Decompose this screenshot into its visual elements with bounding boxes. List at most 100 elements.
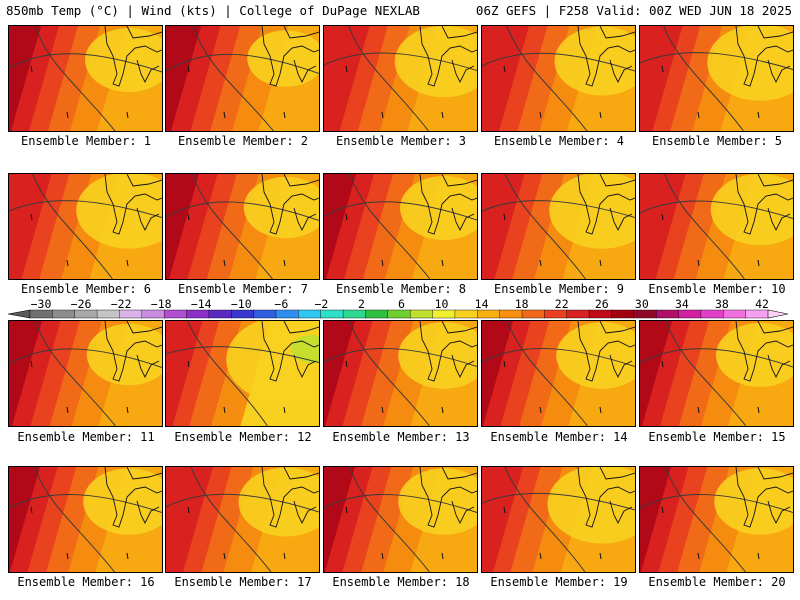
colorbar-swatch <box>678 309 702 319</box>
contour-line <box>482 52 635 72</box>
warm-band <box>640 321 672 426</box>
contour-line <box>665 321 747 426</box>
wind-barb <box>757 552 760 560</box>
contour-line <box>34 26 116 131</box>
ensemble-member-caption: Ensemble Member: 1 <box>20 134 152 148</box>
temperature-map <box>166 174 319 279</box>
great-lakes-outline <box>104 321 162 382</box>
wind-barb <box>126 552 129 560</box>
great-lakes-outline <box>735 174 793 235</box>
great-lakes-outline <box>735 321 793 382</box>
colorbar-swatch <box>544 309 568 319</box>
wind-barb <box>539 259 542 267</box>
great-lakes-outline <box>419 174 477 235</box>
wind-barb <box>66 552 69 560</box>
temperature-map <box>166 467 319 572</box>
ensemble-member-caption: Ensemble Member: 9 <box>493 282 625 296</box>
wind-barb <box>283 552 286 560</box>
wind-barb <box>223 259 226 267</box>
contour-line <box>34 467 115 572</box>
colorbar-swatch <box>141 309 165 319</box>
wind-barb <box>697 552 700 560</box>
ensemble-map-panel <box>165 173 320 280</box>
ensemble-map-panel <box>8 25 163 132</box>
great-lakes-outline <box>261 26 319 87</box>
contour-line <box>35 321 116 426</box>
wind-barb <box>283 111 286 119</box>
ensemble-map-panel <box>8 173 163 280</box>
wind-barb <box>697 259 700 267</box>
colorbar-swatch <box>611 309 635 319</box>
contour-line <box>166 493 319 513</box>
wind-barb <box>757 406 760 414</box>
contour-line <box>664 174 745 279</box>
wind-barb <box>661 65 664 73</box>
contour-line <box>506 26 588 131</box>
ensemble-map-panel <box>481 25 636 132</box>
colorbar-swatch <box>521 309 546 319</box>
great-lakes-outline <box>104 26 162 87</box>
wind-barb <box>223 406 226 414</box>
colorbar-swatch <box>320 309 344 319</box>
ensemble-map-panel <box>165 466 320 573</box>
ensemble-map-panel <box>481 320 636 427</box>
ensemble-map-panel <box>8 466 163 573</box>
contour-line <box>9 494 162 513</box>
wind-barb <box>381 111 384 119</box>
wind-barb <box>757 111 760 119</box>
ensemble-member-caption: Ensemble Member: 2 <box>177 134 309 148</box>
temperature-map <box>166 26 319 131</box>
wind-barb <box>126 259 129 267</box>
header-left-title: 850mb Temp (°C) | Wind (kts) | College o… <box>6 3 420 18</box>
colorbar-swatch <box>387 309 411 319</box>
wind-barb <box>187 65 190 73</box>
ensemble-map-panel <box>481 466 636 573</box>
ensemble-map-panel <box>165 320 320 427</box>
ensemble-map-panel <box>639 466 794 573</box>
great-lakes-outline <box>104 174 162 235</box>
ensemble-map-panel <box>8 320 163 427</box>
cool-region <box>707 26 793 101</box>
wind-barb <box>30 65 33 73</box>
wind-barb <box>381 552 384 560</box>
wind-barb <box>599 406 602 414</box>
contour-line <box>192 174 273 279</box>
great-lakes-outline <box>735 26 793 87</box>
cool-region <box>238 467 319 537</box>
great-lakes-outline <box>419 321 477 382</box>
great-lakes-outline <box>419 26 477 87</box>
colorbar-swatch <box>275 309 300 319</box>
contour-line <box>640 52 793 70</box>
colorbar-tick-label: −22 <box>110 297 132 311</box>
temperature-map <box>324 467 477 572</box>
colorbar-swatch <box>409 309 434 319</box>
contour-line <box>324 52 477 71</box>
cool-region <box>554 26 635 96</box>
contour-line <box>505 174 586 279</box>
temperature-map <box>9 467 162 572</box>
wind-barb <box>661 360 664 368</box>
wind-barb <box>345 506 348 514</box>
contour-line <box>166 201 319 221</box>
temperature-map <box>166 321 319 426</box>
wind-barb <box>345 65 348 73</box>
contour-line <box>9 53 162 73</box>
warm-band <box>482 467 523 572</box>
warm-band <box>640 174 686 279</box>
temperature-map <box>640 467 793 572</box>
colorbar-swatch <box>253 309 277 319</box>
ensemble-member-caption: Ensemble Member: 15 <box>648 430 786 444</box>
colorbar-tick-label: 38 <box>715 297 729 311</box>
warm-band <box>324 26 370 131</box>
wind-barb <box>381 406 384 414</box>
colorbar-swatch <box>454 309 478 319</box>
cool-region <box>76 174 162 249</box>
ensemble-member-caption: Ensemble Member: 17 <box>174 575 312 589</box>
wind-barb <box>599 111 602 119</box>
great-lakes-outline <box>577 321 635 382</box>
colorbar-swatch <box>588 309 613 319</box>
cool-region <box>243 176 319 239</box>
colorbar-tick-label: 30 <box>634 297 649 311</box>
wind-barb <box>66 406 69 414</box>
